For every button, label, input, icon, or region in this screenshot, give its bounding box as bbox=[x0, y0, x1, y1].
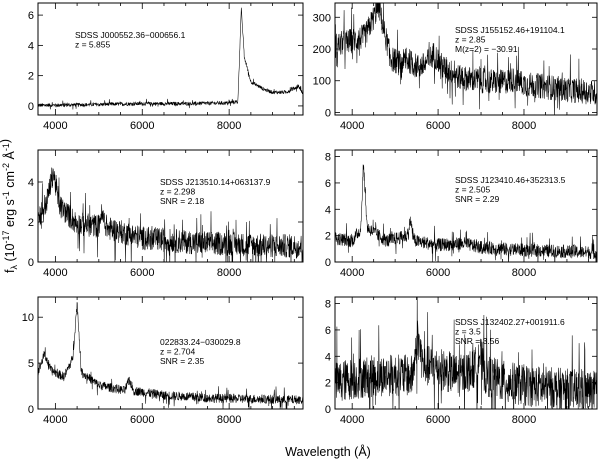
x-tick-label: 6000 bbox=[426, 120, 450, 132]
annotation-line: z = 5.855 bbox=[75, 40, 110, 50]
plot-frame bbox=[334, 296, 598, 410]
x-tick-label: 8000 bbox=[512, 120, 536, 132]
annotation-line: SDSS J155152.46+191104.1 bbox=[455, 25, 565, 35]
annotation-line: SNR = 2.35 bbox=[160, 356, 204, 366]
x-axis-title: Wavelength (Å) bbox=[285, 444, 371, 459]
panel-top-right: 4000 6000 8000 0 100 200 300 SDSS J155152.46+19… bbox=[313, 2, 598, 132]
panel-bottom-left: 4000 6000 8000 0 5 10 022833.24−030029.8z = 2.… bbox=[22, 296, 304, 426]
x-tick-label: 8000 bbox=[217, 120, 241, 132]
annotation-line: SNR = 2.29 bbox=[455, 194, 499, 204]
x-tick-label: 6000 bbox=[130, 414, 154, 426]
spectrum-line bbox=[38, 7, 303, 110]
y-tick-label: 6 bbox=[28, 10, 34, 22]
annotation-line: SNR = 3.56 bbox=[455, 336, 499, 346]
y-tick-label: 8 bbox=[325, 152, 331, 164]
y-tick-label: 0 bbox=[325, 107, 331, 119]
y-tick-label: 4 bbox=[28, 177, 34, 189]
annotation-line: M(z=2) = −30.91 bbox=[455, 44, 518, 54]
y-tick-label: 100 bbox=[313, 76, 331, 88]
y-tick-label: 10 bbox=[22, 312, 34, 324]
x-tick-label: 4000 bbox=[340, 120, 364, 132]
panel-middle-right: 4000 6000 8000 0 2 4 6 8 SDSS J123410.46+352313.… bbox=[325, 149, 598, 279]
x-tick-label: 6000 bbox=[426, 414, 450, 426]
panel-middle-left: 4000 6000 8000 0 2 4 SDSS J213510.14+063137.9z… bbox=[28, 149, 304, 279]
y-tick-label: 0 bbox=[325, 257, 331, 269]
x-tick-label: 4000 bbox=[340, 267, 364, 279]
plot-frame bbox=[37, 2, 304, 116]
y-tick-label: 4 bbox=[28, 40, 34, 52]
y-axis-title: fλ (10-17 erg s-1 cm-2 Å-1) bbox=[0, 139, 19, 273]
plot-frame bbox=[334, 2, 598, 116]
y-tick-label: 2 bbox=[325, 378, 331, 390]
x-tick-label: 8000 bbox=[512, 267, 536, 279]
annotation-line: z = 2.505 bbox=[455, 185, 490, 195]
y-tick-label: 2 bbox=[325, 231, 331, 243]
x-tick-label: 4000 bbox=[43, 267, 67, 279]
y-tick-label: 200 bbox=[313, 44, 331, 56]
plot-frame bbox=[37, 149, 304, 263]
panel-top-left: 4000 6000 8000 0 2 4 6 SDSS J000552.36−000656.1… bbox=[28, 2, 304, 132]
annotation-line: SDSS J132402.27+001911.6 bbox=[455, 317, 565, 327]
annotation-line: SNR = 2.18 bbox=[160, 196, 204, 206]
x-tick-label: 4000 bbox=[43, 414, 67, 426]
x-tick-label: 4000 bbox=[340, 414, 364, 426]
y-tick-label: 4 bbox=[325, 351, 331, 363]
plot-frame bbox=[334, 149, 598, 263]
x-tick-label: 6000 bbox=[130, 267, 154, 279]
y-tick-label: 6 bbox=[325, 178, 331, 190]
annotation-line: SDSS J123410.46+352313.5 bbox=[455, 175, 566, 185]
annotation-line: 022833.24−030029.8 bbox=[160, 337, 241, 347]
plot-frame bbox=[37, 296, 304, 410]
x-tick-label: 8000 bbox=[512, 414, 536, 426]
spectrum-line bbox=[335, 297, 597, 409]
spectrum-line bbox=[335, 3, 597, 115]
annotation-line: SDSS J213510.14+063137.9 bbox=[160, 177, 271, 187]
y-tick-label: 0 bbox=[325, 404, 331, 416]
y-tick-label: 5 bbox=[28, 358, 34, 370]
y-tick-label: 0 bbox=[28, 404, 34, 416]
spectrum-line bbox=[38, 302, 303, 409]
y-tick-label: 300 bbox=[313, 12, 331, 24]
annotation-line: SDSS J000552.36−000656.1 bbox=[75, 30, 186, 40]
y-tick-label: 2 bbox=[28, 71, 34, 83]
y-tick-label: 4 bbox=[325, 204, 331, 216]
y-tick-label: 2 bbox=[28, 217, 34, 229]
x-tick-label: 8000 bbox=[217, 414, 241, 426]
spectrum-line bbox=[335, 164, 597, 262]
x-tick-label: 8000 bbox=[217, 267, 241, 279]
panel-bottom-right: 4000 6000 8000 0 2 4 6 8 SDSS J132402.27+001911.… bbox=[325, 296, 598, 426]
y-tick-label: 8 bbox=[325, 299, 331, 311]
y-tick-label: 0 bbox=[28, 101, 34, 113]
annotation-line: z = 2.85 bbox=[455, 35, 486, 45]
y-tick-label: 0 bbox=[28, 257, 34, 269]
y-tick-label: 6 bbox=[325, 325, 331, 337]
annotation-line: z = 3.5 bbox=[455, 327, 481, 337]
spectrum-line bbox=[38, 167, 303, 262]
annotation-line: z = 2.704 bbox=[160, 347, 195, 357]
x-tick-label: 6000 bbox=[130, 120, 154, 132]
x-tick-label: 4000 bbox=[43, 120, 67, 132]
annotation-line: z = 2.298 bbox=[160, 187, 195, 197]
x-tick-label: 6000 bbox=[426, 267, 450, 279]
